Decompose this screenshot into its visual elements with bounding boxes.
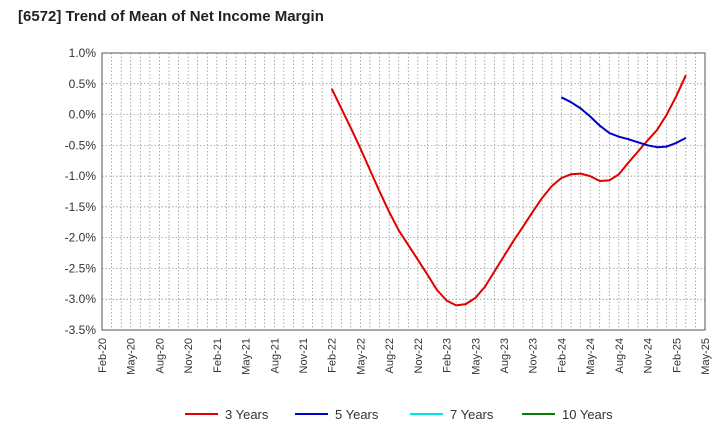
series-line-3-years	[330, 74, 687, 307]
x-tick-label: Nov-21	[298, 338, 310, 373]
y-tick-label: -3.0%	[65, 292, 97, 306]
legend-label: 7 Years	[450, 407, 494, 422]
y-tick-label: -2.0%	[65, 231, 97, 245]
legend-label: 3 Years	[225, 407, 269, 422]
x-tick-label: Feb-23	[442, 338, 454, 373]
x-tick-label: May-24	[585, 338, 597, 375]
x-tick-label: Aug-20	[154, 338, 166, 373]
plot-frame	[101, 52, 706, 331]
y-tick-label: 0.5%	[69, 77, 97, 91]
x-tick-label: May-23	[470, 338, 482, 375]
series-line-5-years	[560, 96, 687, 149]
chart-title: [6572] Trend of Mean of Net Income Margi…	[18, 8, 324, 25]
plot-area	[102, 53, 705, 330]
x-tick-label: Feb-21	[212, 338, 224, 373]
x-tick-label: Nov-20	[183, 338, 195, 373]
y-tick-label: -3.5%	[65, 323, 97, 337]
y-tick-label: -2.5%	[65, 261, 97, 275]
x-tick-label: Nov-23	[528, 338, 540, 373]
x-tick-label: Nov-24	[643, 338, 655, 373]
y-tick-label: -0.5%	[65, 138, 97, 152]
x-tick-label: May-25	[700, 338, 712, 375]
legend-label: 5 Years	[335, 407, 379, 422]
x-tick-label: Feb-25	[671, 338, 683, 373]
y-tick-label: 0.0%	[69, 108, 97, 122]
y-tick-label: -1.5%	[65, 200, 97, 214]
x-tick-label: Aug-23	[499, 338, 511, 373]
x-tick-label: Feb-22	[327, 338, 339, 373]
x-tick-label: May-21	[241, 338, 253, 375]
x-tick-label: Aug-22	[384, 338, 396, 373]
x-tick-label: May-22	[355, 338, 367, 375]
x-tick-label: Feb-24	[556, 338, 568, 373]
y-tick-label: -1.0%	[65, 169, 97, 183]
x-tick-label: Aug-21	[269, 338, 281, 373]
x-tick-label: Nov-22	[413, 338, 425, 373]
x-tick-label: Feb-20	[97, 338, 109, 373]
x-tick-label: Aug-24	[614, 338, 626, 373]
legend-label: 10 Years	[562, 407, 613, 422]
x-tick-label: May-20	[126, 338, 138, 375]
y-tick-label: 1.0%	[69, 46, 97, 60]
